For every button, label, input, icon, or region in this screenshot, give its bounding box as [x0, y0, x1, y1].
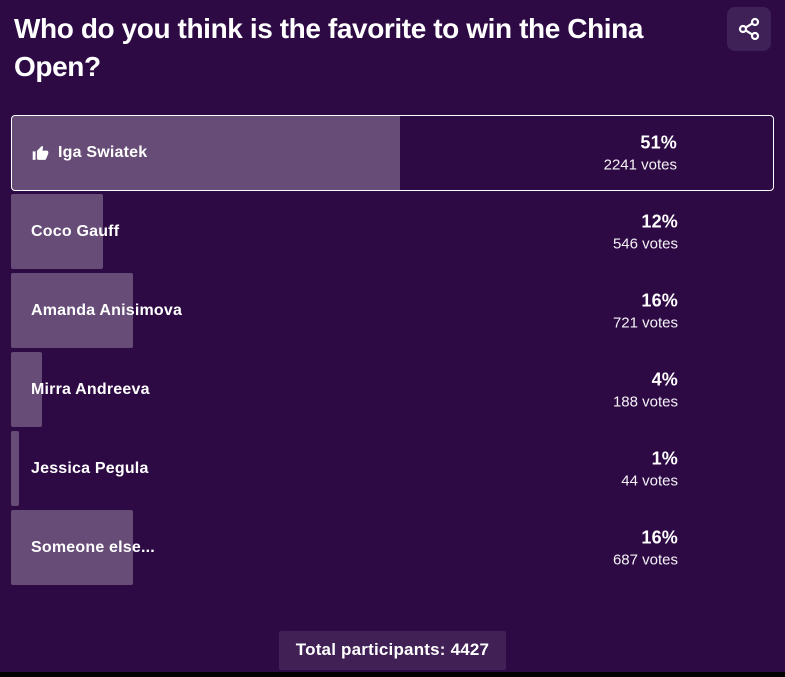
poll-option-mirra-andreeva[interactable]: Mirra Andreeva 4% 188 votes — [11, 352, 774, 427]
option-percent: 16% — [641, 527, 678, 547]
poll-option-jessica-pegula[interactable]: Jessica Pegula 1% 44 votes — [11, 431, 774, 506]
option-label: Amanda Anisimova — [31, 301, 183, 319]
result-bar — [11, 273, 134, 348]
option-votes: 2241 votes — [603, 156, 677, 174]
option-label: Jessica Pegula — [31, 459, 149, 477]
option-votes: 188 votes — [612, 393, 678, 410]
option-percent: 4% — [651, 369, 678, 389]
option-percent: 1% — [651, 448, 678, 468]
option-stats: 4% 188 votes — [613, 369, 678, 410]
share-icon — [737, 17, 761, 41]
bottom-edge-strip — [0, 672, 785, 677]
poll-question: Who do you think is the favorite to win … — [14, 13, 644, 82]
result-bar — [11, 431, 19, 506]
share-button[interactable] — [727, 7, 771, 51]
result-bar — [11, 352, 42, 427]
option-label: Iga Swiatek — [58, 144, 148, 161]
footer: Total participants: 4427 — [0, 631, 785, 670]
result-bar — [11, 194, 103, 269]
option-stats: 16% 687 votes — [613, 527, 678, 568]
poll-option-someone-else[interactable]: Someone else... 16% 687 votes — [11, 510, 774, 585]
result-bar — [11, 510, 134, 585]
total-participants-badge: Total participants: 4427 — [278, 631, 507, 670]
option-stats: 51% 2241 votes — [604, 133, 677, 174]
option-label: Mirra Andreeva — [31, 380, 150, 398]
result-bar — [12, 116, 401, 190]
option-percent: 51% — [640, 132, 677, 153]
option-label: Coco Gauff — [31, 222, 120, 240]
option-percent: 12% — [641, 211, 678, 231]
option-votes: 546 votes — [612, 235, 678, 252]
option-stats: 1% 44 votes — [621, 448, 678, 489]
poll-options-list: Iga Swiatek 51% 2241 votes Coco Gauff 12… — [11, 115, 774, 585]
poll-header: Who do you think is the favorite to win … — [0, 0, 785, 86]
option-votes: 687 votes — [612, 551, 678, 568]
poll-option-coco-gauff[interactable]: Coco Gauff 12% 546 votes — [11, 194, 774, 269]
option-percent: 16% — [641, 290, 678, 310]
option-label: Someone else... — [31, 538, 155, 556]
option-stats: 16% 721 votes — [613, 290, 678, 331]
option-votes: 44 votes — [621, 472, 678, 489]
thumbs-up-icon — [32, 145, 49, 162]
option-votes: 721 votes — [612, 314, 678, 331]
option-stats: 12% 546 votes — [613, 211, 678, 252]
poll-option-iga-swiatek[interactable]: Iga Swiatek 51% 2241 votes — [11, 115, 774, 191]
poll-option-amanda-anisimova[interactable]: Amanda Anisimova 16% 721 votes — [11, 273, 774, 348]
